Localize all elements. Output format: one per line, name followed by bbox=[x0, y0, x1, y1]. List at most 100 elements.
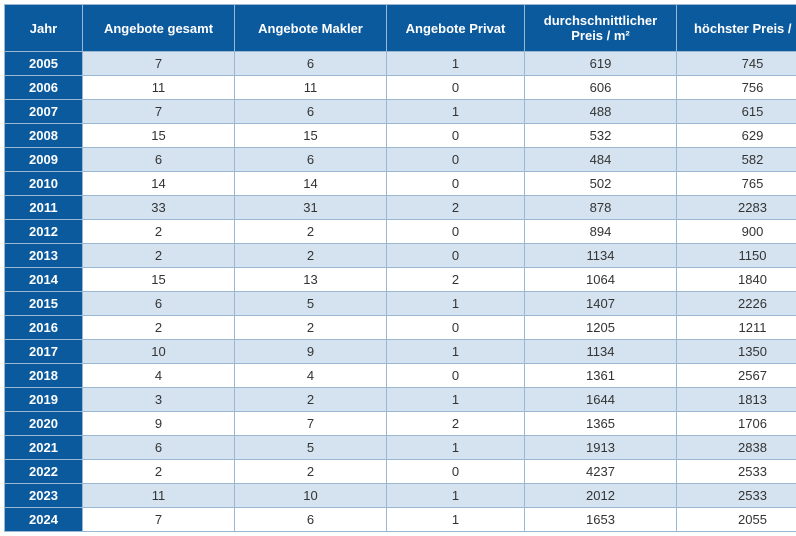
cell-value: 2 bbox=[83, 244, 235, 268]
table-row: 201014140502765 bbox=[5, 172, 796, 196]
cell-value: 11 bbox=[83, 484, 235, 508]
cell-year: 2013 bbox=[5, 244, 83, 268]
cell-value: 0 bbox=[387, 460, 525, 484]
table-row: 202222042372533 bbox=[5, 460, 796, 484]
cell-value: 1 bbox=[387, 292, 525, 316]
price-table: Jahr Angebote gesamt Angebote Makler Ang… bbox=[4, 4, 796, 532]
cell-value: 2012 bbox=[525, 484, 677, 508]
cell-value: 1 bbox=[387, 484, 525, 508]
col-header-max-price: höchster Preis / m² bbox=[677, 5, 796, 52]
cell-value: 7 bbox=[83, 52, 235, 76]
cell-value: 2 bbox=[235, 244, 387, 268]
cell-value: 1134 bbox=[525, 244, 677, 268]
cell-value: 2 bbox=[387, 268, 525, 292]
cell-value: 745 bbox=[677, 52, 796, 76]
cell-value: 1134 bbox=[525, 340, 677, 364]
cell-year: 2024 bbox=[5, 508, 83, 532]
col-header-total: Angebote gesamt bbox=[83, 5, 235, 52]
table-row: 2005761619745 bbox=[5, 52, 796, 76]
cell-value: 1150 bbox=[677, 244, 796, 268]
cell-value: 5 bbox=[235, 436, 387, 460]
cell-value: 10 bbox=[83, 340, 235, 364]
cell-value: 1653 bbox=[525, 508, 677, 532]
table-body: 2005761619745200611110606756200776148861… bbox=[5, 52, 796, 532]
cell-value: 6 bbox=[235, 52, 387, 76]
cell-value: 606 bbox=[525, 76, 677, 100]
cell-year: 2011 bbox=[5, 196, 83, 220]
cell-value: 502 bbox=[525, 172, 677, 196]
cell-value: 2055 bbox=[677, 508, 796, 532]
cell-value: 756 bbox=[677, 76, 796, 100]
cell-value: 2 bbox=[83, 220, 235, 244]
cell-value: 1 bbox=[387, 340, 525, 364]
cell-value: 11 bbox=[235, 76, 387, 100]
cell-value: 1 bbox=[387, 100, 525, 124]
cell-value: 1205 bbox=[525, 316, 677, 340]
cell-value: 1840 bbox=[677, 268, 796, 292]
col-header-broker: Angebote Makler bbox=[235, 5, 387, 52]
cell-value: 4237 bbox=[525, 460, 677, 484]
cell-value: 1407 bbox=[525, 292, 677, 316]
cell-value: 4 bbox=[83, 364, 235, 388]
cell-value: 14 bbox=[235, 172, 387, 196]
cell-value: 14 bbox=[83, 172, 235, 196]
cell-value: 6 bbox=[235, 148, 387, 172]
cell-value: 2 bbox=[387, 196, 525, 220]
cell-value: 2 bbox=[235, 220, 387, 244]
cell-value: 0 bbox=[387, 148, 525, 172]
table-row: 20141513210641840 bbox=[5, 268, 796, 292]
cell-value: 2226 bbox=[677, 292, 796, 316]
cell-value: 1 bbox=[387, 508, 525, 532]
cell-year: 2019 bbox=[5, 388, 83, 412]
cell-value: 0 bbox=[387, 364, 525, 388]
cell-value: 15 bbox=[235, 124, 387, 148]
cell-value: 10 bbox=[235, 484, 387, 508]
cell-year: 2006 bbox=[5, 76, 83, 100]
table-row: 20231110120122533 bbox=[5, 484, 796, 508]
cell-value: 1064 bbox=[525, 268, 677, 292]
cell-value: 2533 bbox=[677, 460, 796, 484]
cell-value: 3 bbox=[83, 388, 235, 412]
cell-year: 2014 bbox=[5, 268, 83, 292]
cell-value: 1211 bbox=[677, 316, 796, 340]
table-row: 2017109111341350 bbox=[5, 340, 796, 364]
table-row: 202476116532055 bbox=[5, 508, 796, 532]
cell-value: 4 bbox=[235, 364, 387, 388]
cell-value: 488 bbox=[525, 100, 677, 124]
cell-value: 615 bbox=[677, 100, 796, 124]
cell-year: 2018 bbox=[5, 364, 83, 388]
cell-value: 1350 bbox=[677, 340, 796, 364]
cell-value: 0 bbox=[387, 244, 525, 268]
cell-value: 9 bbox=[235, 340, 387, 364]
table-row: 2011333128782283 bbox=[5, 196, 796, 220]
table-row: 200815150532629 bbox=[5, 124, 796, 148]
col-header-private: Angebote Privat bbox=[387, 5, 525, 52]
cell-value: 484 bbox=[525, 148, 677, 172]
cell-value: 31 bbox=[235, 196, 387, 220]
table-row: 200611110606756 bbox=[5, 76, 796, 100]
table-row: 2012220894900 bbox=[5, 220, 796, 244]
cell-value: 6 bbox=[235, 100, 387, 124]
cell-value: 6 bbox=[83, 436, 235, 460]
cell-year: 2009 bbox=[5, 148, 83, 172]
cell-value: 5 bbox=[235, 292, 387, 316]
cell-value: 1 bbox=[387, 388, 525, 412]
cell-value: 1365 bbox=[525, 412, 677, 436]
cell-value: 2567 bbox=[677, 364, 796, 388]
cell-value: 1 bbox=[387, 52, 525, 76]
cell-value: 2 bbox=[235, 316, 387, 340]
cell-year: 2010 bbox=[5, 172, 83, 196]
cell-value: 2 bbox=[83, 316, 235, 340]
table-row: 2007761488615 bbox=[5, 100, 796, 124]
cell-year: 2008 bbox=[5, 124, 83, 148]
cell-year: 2012 bbox=[5, 220, 83, 244]
cell-value: 1 bbox=[387, 436, 525, 460]
table-row: 201322011341150 bbox=[5, 244, 796, 268]
cell-value: 9 bbox=[83, 412, 235, 436]
cell-value: 0 bbox=[387, 124, 525, 148]
cell-value: 6 bbox=[83, 292, 235, 316]
cell-value: 629 bbox=[677, 124, 796, 148]
cell-value: 0 bbox=[387, 220, 525, 244]
cell-value: 2 bbox=[235, 388, 387, 412]
cell-value: 33 bbox=[83, 196, 235, 220]
